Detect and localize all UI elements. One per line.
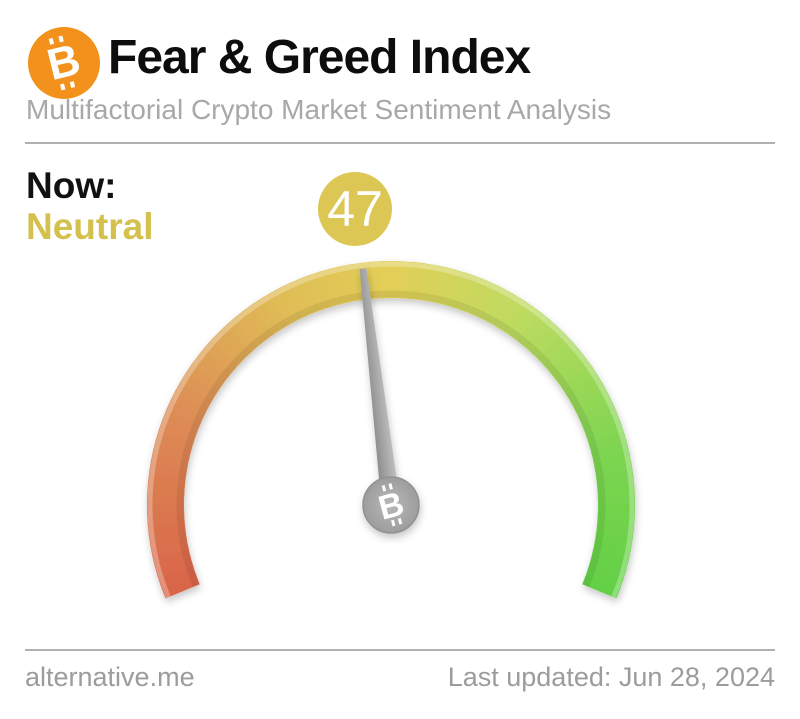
bitcoin-logo-icon: B [28,27,100,99]
now-panel: Now: Neutral [26,165,153,247]
index-value: 47 [327,181,383,237]
bitcoin-b-glyph: B [42,34,86,91]
page-title: Fear & Greed Index [108,31,531,84]
now-label: Now: [26,165,117,206]
last-updated: Last updated: Jun 28, 2024 [447,662,775,692]
index-value-badge: 47 [318,172,392,246]
svg-text:B: B [375,485,409,528]
header-divider [25,142,775,144]
sentiment-classification: Neutral [26,206,154,247]
site-link[interactable]: alternative.me [25,662,195,692]
page-subtitle: Multifactorial Crypto Market Sentiment A… [26,94,612,125]
footer-divider [25,649,775,651]
